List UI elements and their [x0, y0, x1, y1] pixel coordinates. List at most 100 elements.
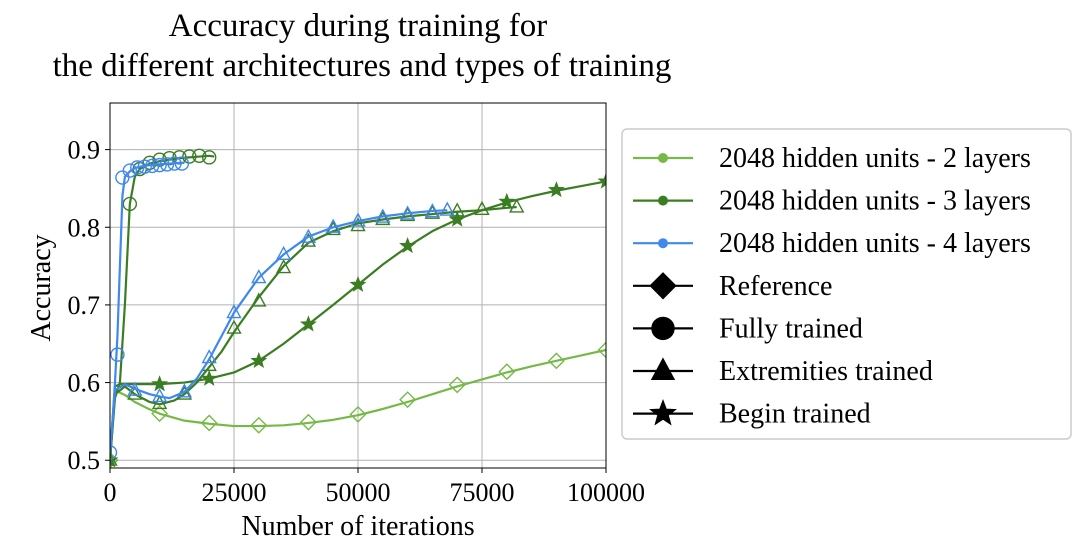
series-3-layers-begin-trained-marker: [151, 375, 169, 392]
legend-item-2048-hidden-units-4-layers: 2048 hidden units - 4 layers: [633, 228, 1031, 259]
series-3-layers-extremities-trained-marker: [375, 210, 391, 226]
series-4-layers-fully-trained-marker: [144, 158, 160, 174]
x-tick-label: 75000: [450, 478, 515, 507]
series-3-layers-extremities-trained-marker: [151, 394, 168, 410]
series-4-layers-extremities-trained-marker: [439, 201, 455, 216]
x-tick-label: 50000: [326, 478, 391, 507]
series-4-layers-extremities-trained-marker: [399, 205, 416, 220]
legend-diamond-icon: [649, 272, 677, 300]
series-3-layers-extremities-trained-marker: [251, 292, 267, 307]
y-axis-label: Accuracy: [26, 234, 57, 341]
series-3-layers-fully-trained-marker: [142, 155, 157, 170]
legend-label: Fully trained: [719, 313, 863, 344]
series-4-layers-extremities-trained-marker: [176, 383, 193, 398]
series-4-layers-extremities-trained-marker: [251, 269, 267, 284]
legend-box: [621, 128, 1072, 440]
chart-title-line-2: the different architectures and types of…: [53, 48, 672, 84]
series-3-layers-begin-trained-marker: [498, 192, 516, 209]
series-4-layers-extremities-trained-marker: [127, 381, 143, 396]
series-4-layers-extremities-trained-marker: [350, 212, 366, 227]
legend-label: 2048 hidden units - 2 layers: [719, 143, 1031, 174]
series-3-layers-begin-trained-marker: [597, 172, 606, 189]
series-3-layers-extremities-trained-marker: [275, 259, 292, 274]
legend-point-swatch: [658, 195, 668, 206]
y-tick-label: 0.5: [68, 446, 101, 475]
x-tick-label: 100000: [567, 478, 645, 507]
legend-label: Begin trained: [719, 399, 871, 430]
series-4-layers-extremities-trained-marker: [226, 304, 242, 319]
x-tick-label: 25000: [202, 478, 267, 507]
y-tick-label: 0.8: [68, 213, 101, 242]
series-4-layers-fully-trained-marker: [110, 347, 125, 362]
legend-item-begin-trained: Begin trained: [633, 399, 871, 430]
series-4-layers-fully-trained-marker: [137, 159, 152, 174]
series-4-layers-extremities-trained-marker: [275, 245, 292, 261]
series-2-layers-reference-marker: [299, 413, 317, 431]
legend: 2048 hidden units - 2 layers 2048 hidden …: [621, 128, 1072, 440]
series-3-layers-fully-trained-marker: [201, 150, 217, 165]
series-3-layers-begin-trained-marker: [299, 315, 317, 332]
legend-item-2048-hidden-units-2-layers: 2048 hidden units - 2 layers: [633, 143, 1031, 174]
series-3-layers-extremities-trained-marker: [350, 217, 366, 232]
legend-point-swatch: [658, 153, 668, 163]
x-axis-label: Number of iterations: [241, 511, 474, 542]
series-4-layers-fully-trained-marker: [130, 160, 145, 175]
series-3-layers-fully-trained-marker: [192, 148, 207, 164]
series-3-layers-begin-trained-marker: [110, 451, 119, 468]
series-2-layers-reference-marker: [349, 405, 367, 423]
series-4-layers-extremities-trained-marker: [375, 208, 391, 223]
series-3-layers-begin-trained-marker: [448, 210, 466, 227]
series-3-layers-begin-trained-marker: [349, 275, 367, 292]
x-tick-label: 0: [104, 478, 117, 507]
legend-star-icon: [649, 398, 677, 426]
series-2-layers-reference-marker: [399, 391, 417, 409]
legend-triangle-icon: [650, 357, 676, 380]
legend-label: 2048 hidden units - 3 layers: [719, 186, 1031, 217]
series-4-layers-extremities-trained-marker: [424, 203, 441, 218]
series-2-layers-reference-marker: [200, 414, 218, 432]
series-4-layers-fully-trained-marker: [159, 157, 175, 172]
series-4-layers-extremities-trained-line: [110, 209, 448, 453]
series-4-layers-extremities-trained-marker: [300, 228, 317, 243]
series-3-layers-begin-trained-marker: [200, 369, 218, 386]
legend-item-extremities-trained: Extremities trained: [633, 356, 933, 387]
series-2-layers-reference-marker: [151, 405, 169, 423]
legend-label: 2048 hidden units - 4 layers: [719, 228, 1031, 259]
y-tick-label: 0.9: [68, 136, 101, 165]
series-4-layers-extremities-trained-marker: [201, 349, 217, 364]
y-tick-label: 0.7: [68, 291, 101, 320]
series-3-layers-extremities-trained-marker: [127, 385, 143, 400]
series-4-layers-extremities-trained-marker: [325, 218, 341, 233]
series-4-layers-fully-trained-marker: [167, 156, 182, 171]
series-2-layers-reference-marker: [448, 376, 466, 394]
series-4-layers-extremities-trained: [110, 201, 455, 453]
series-4-layers-fully-trained: [110, 156, 190, 460]
y-tick-label: 0.6: [68, 369, 101, 398]
series-4-layers-fully-trained-marker: [174, 156, 190, 171]
chart-title-line-1: Accuracy during training for: [169, 8, 547, 44]
series-2-layers-reference-marker: [597, 341, 606, 359]
series-3-layers-begin-trained-line: [110, 180, 606, 461]
series-3-layers-extremities-trained-marker: [226, 319, 242, 334]
series-4-layers-fully-trained-marker: [152, 157, 167, 173]
series-3-layers-begin-trained: [110, 172, 606, 468]
legend-item-reference: Reference: [633, 271, 832, 302]
series-3-layers-extremities-trained-marker: [509, 198, 525, 213]
legend-item-fully-trained: Fully trained: [633, 313, 863, 344]
series-4-layers-fully-trained-marker: [115, 170, 130, 185]
series-4-layers-fully-trained-marker: [110, 445, 118, 460]
series-3-layers-begin-trained-marker: [399, 236, 417, 254]
legend-item-2048-hidden-units-3-layers: 2048 hidden units - 3 layers: [633, 186, 1031, 217]
legend-circle-icon: [651, 316, 675, 341]
plot-area: [110, 148, 606, 468]
series-3-layers-begin-trained-marker: [547, 181, 565, 198]
series-2-layers-reference-marker: [498, 363, 516, 381]
series-3-layers-begin-trained-marker: [250, 351, 268, 369]
series-2-layers-reference-marker: [547, 352, 565, 370]
series-4-layers-extremities-trained-marker: [151, 387, 168, 403]
series-2-layers-reference-marker: [250, 416, 268, 434]
series-2-layers-reference-line: [110, 348, 606, 461]
series-4-layers-fully-trained-marker: [122, 163, 138, 178]
series-3-layers-fully-trained-marker: [122, 196, 138, 212]
